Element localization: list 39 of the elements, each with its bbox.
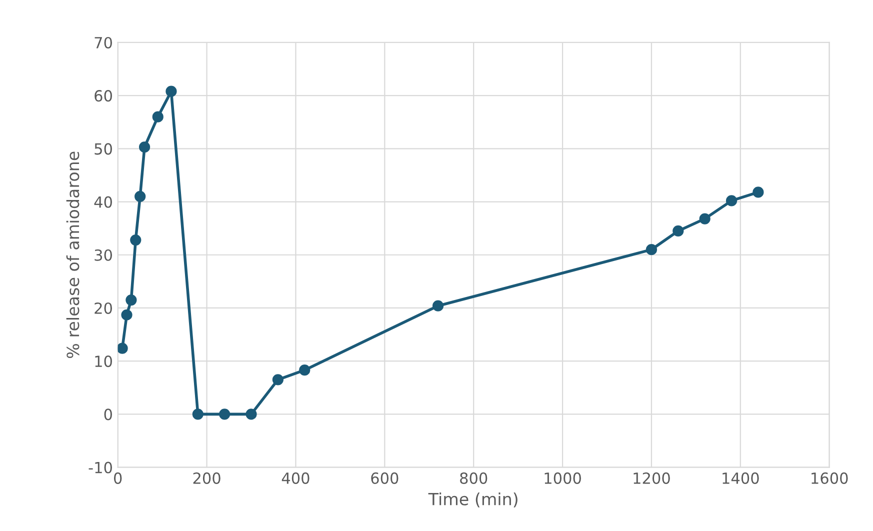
y-axis-title: % release of amiodarone <box>66 152 80 358</box>
y-tick-label: -10 <box>88 462 112 474</box>
y-tick-label: 0 <box>104 408 112 420</box>
point <box>166 86 177 97</box>
x-tick-label: 600 <box>371 472 398 484</box>
point <box>138 142 150 153</box>
point <box>219 408 230 420</box>
x-tick-label: 1000 <box>544 472 581 484</box>
point <box>299 364 310 376</box>
y-tick-label: 40 <box>94 196 112 208</box>
point <box>134 190 146 202</box>
x-tick-label: 0 <box>114 472 122 484</box>
point <box>272 374 284 386</box>
point <box>118 342 128 354</box>
y-tick-label: 10 <box>95 356 112 368</box>
y-tick-label: 20 <box>94 302 112 314</box>
point <box>192 408 204 420</box>
x-tick-label: 400 <box>282 472 310 484</box>
point <box>152 111 164 122</box>
y-tick-label: 60 <box>94 90 112 102</box>
point <box>432 300 444 312</box>
point <box>646 244 658 256</box>
point <box>126 294 137 306</box>
x-tick-label: 200 <box>193 472 220 484</box>
point <box>699 213 710 224</box>
point <box>121 309 132 320</box>
x-tick-label: 1600 <box>812 472 848 484</box>
x-tick-label: 1400 <box>722 472 759 484</box>
point <box>752 186 764 198</box>
x-axis-title: Time (min) <box>428 492 518 508</box>
x-tick-label: 800 <box>460 472 488 484</box>
point <box>726 195 738 206</box>
point <box>130 234 142 246</box>
point <box>672 225 684 237</box>
y-tick-label: 70 <box>94 36 112 48</box>
y-tick-label: 50 <box>94 143 112 155</box>
x-tick-label: 1200 <box>634 472 670 484</box>
point <box>246 408 257 420</box>
y-tick-label: 30 <box>94 249 112 261</box>
